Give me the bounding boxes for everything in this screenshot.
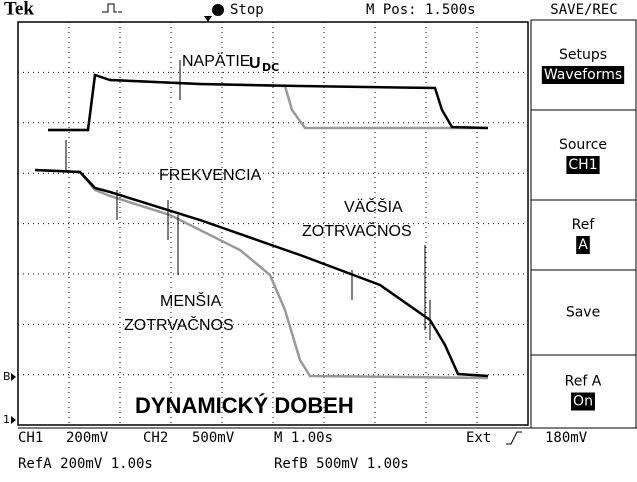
menu-label: Source [559, 137, 607, 153]
marker-arrow [11, 416, 16, 424]
menu-label: Ref [572, 217, 596, 233]
menu-value: A [578, 237, 588, 253]
menu-value: Waveforms [544, 67, 622, 83]
spikes [65, 60, 431, 340]
brand: Tek [4, 0, 34, 19]
annotation: ZOTRVAČNOS [124, 315, 234, 334]
marker-arrow [11, 373, 16, 381]
annotation: VÄČŠIA [344, 197, 403, 216]
status-text: Ext [466, 430, 491, 446]
menu-value-box [566, 156, 600, 174]
ch1-voltage [48, 73, 489, 132]
annotation: DC [262, 61, 279, 74]
graticule [18, 22, 528, 425]
menu-value-box [576, 236, 590, 254]
menu-label: Save [566, 305, 600, 321]
status-text: RefB 500mV 1.00s [274, 456, 409, 472]
waveforms [34, 60, 489, 380]
run-indicator [212, 4, 224, 16]
caption: DYNAMICKÝ DOBEH [135, 393, 354, 418]
marker: B [3, 370, 11, 383]
status-text: CH2 [143, 430, 168, 446]
status-text: 180mV [545, 430, 588, 446]
status-text: 500mV [192, 430, 235, 446]
menu-value: On [573, 394, 593, 410]
status-text: M 1.00s [274, 430, 333, 446]
trigger-slope [506, 431, 522, 445]
menu-label: Ref A [565, 374, 602, 390]
menu-value: CH1 [568, 157, 597, 173]
menu-value-box [571, 392, 595, 411]
position: M Pos: 1.500s [366, 2, 476, 18]
annotation: FREKVENCIA [159, 167, 262, 184]
trigger-icon [102, 3, 122, 13]
marker: 1 [3, 413, 10, 426]
annotation: NAPÄTIE [182, 52, 250, 70]
menu-label: Setups [559, 47, 607, 63]
menu-title: SAVE/REC [550, 2, 617, 18]
ch1-frequency [34, 168, 489, 378]
run-state: Stop [230, 2, 264, 18]
side-menu: Setups Waveforms Source CH1 Ref A Save Ref A On [530, 19, 637, 429]
status-text: CH1 [18, 430, 43, 446]
annotation: U [249, 55, 261, 72]
annotation: MENŠIA [160, 291, 222, 310]
status-text: RefA 200mV 1.00s [18, 456, 153, 472]
menu-value-box [541, 66, 625, 84]
annotation: ZOTRVAČNOS [302, 221, 412, 240]
status-bar: CH1 200mV CH2 500mV M 1.00s Ext 180mV RefA 200m… [18, 430, 588, 472]
trigger-pos [204, 16, 212, 22]
status-text: 200mV [66, 430, 109, 446]
